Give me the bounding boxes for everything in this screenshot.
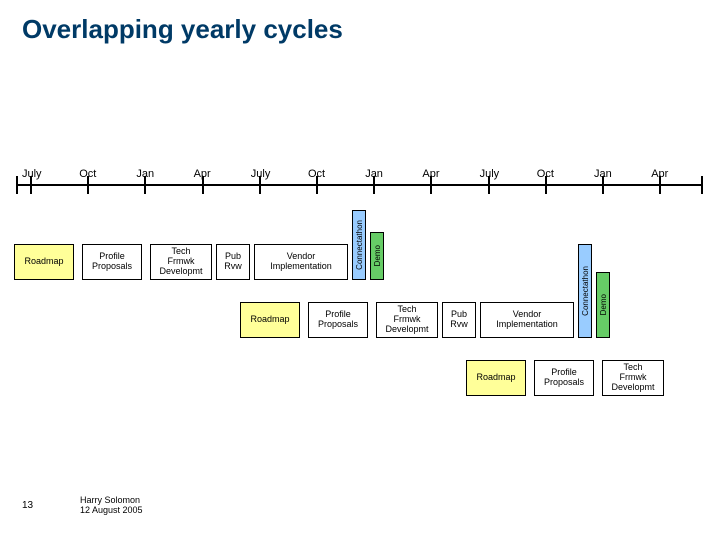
timeline-tick	[430, 176, 432, 194]
timeline-tick	[87, 176, 89, 194]
phase-tech: TechFrmwkDevelopmt	[602, 360, 664, 396]
timeline-tick	[373, 176, 375, 194]
phase-vendor: VendorImplementation	[480, 302, 574, 338]
event-demo: Demo	[370, 232, 384, 280]
timeline-axis	[16, 184, 703, 186]
phase-pub: PubRvw	[442, 302, 476, 338]
phase-pub: PubRvw	[216, 244, 250, 280]
footer-author: Harry Solomon12 August 2005	[80, 496, 143, 516]
phase-vendor: VendorImplementation	[254, 244, 348, 280]
phase-profile: ProfileProposals	[82, 244, 142, 280]
event-connectathon: Connectathon	[578, 244, 592, 338]
timeline-tick	[488, 176, 490, 194]
phase-roadmap: Roadmap	[466, 360, 526, 396]
phase-roadmap: Roadmap	[240, 302, 300, 338]
timeline-end-tick	[16, 176, 18, 194]
page-number: 13	[22, 500, 33, 511]
timeline-tick	[202, 176, 204, 194]
event-connectathon: Connectathon	[352, 210, 366, 280]
phase-profile: ProfileProposals	[534, 360, 594, 396]
timeline-tick	[659, 176, 661, 194]
event-demo: Demo	[596, 272, 610, 338]
phase-profile: ProfileProposals	[308, 302, 368, 338]
phase-tech: TechFrmwkDevelopmt	[376, 302, 438, 338]
phase-roadmap: Roadmap	[14, 244, 74, 280]
page-title: Overlapping yearly cycles	[22, 14, 343, 45]
timeline-tick	[144, 176, 146, 194]
timeline-tick	[316, 176, 318, 194]
timeline-tick	[30, 176, 32, 194]
phase-tech: TechFrmwkDevelopmt	[150, 244, 212, 280]
timeline-tick	[545, 176, 547, 194]
timeline-tick	[602, 176, 604, 194]
timeline-end-tick	[701, 176, 703, 194]
timeline-tick	[259, 176, 261, 194]
